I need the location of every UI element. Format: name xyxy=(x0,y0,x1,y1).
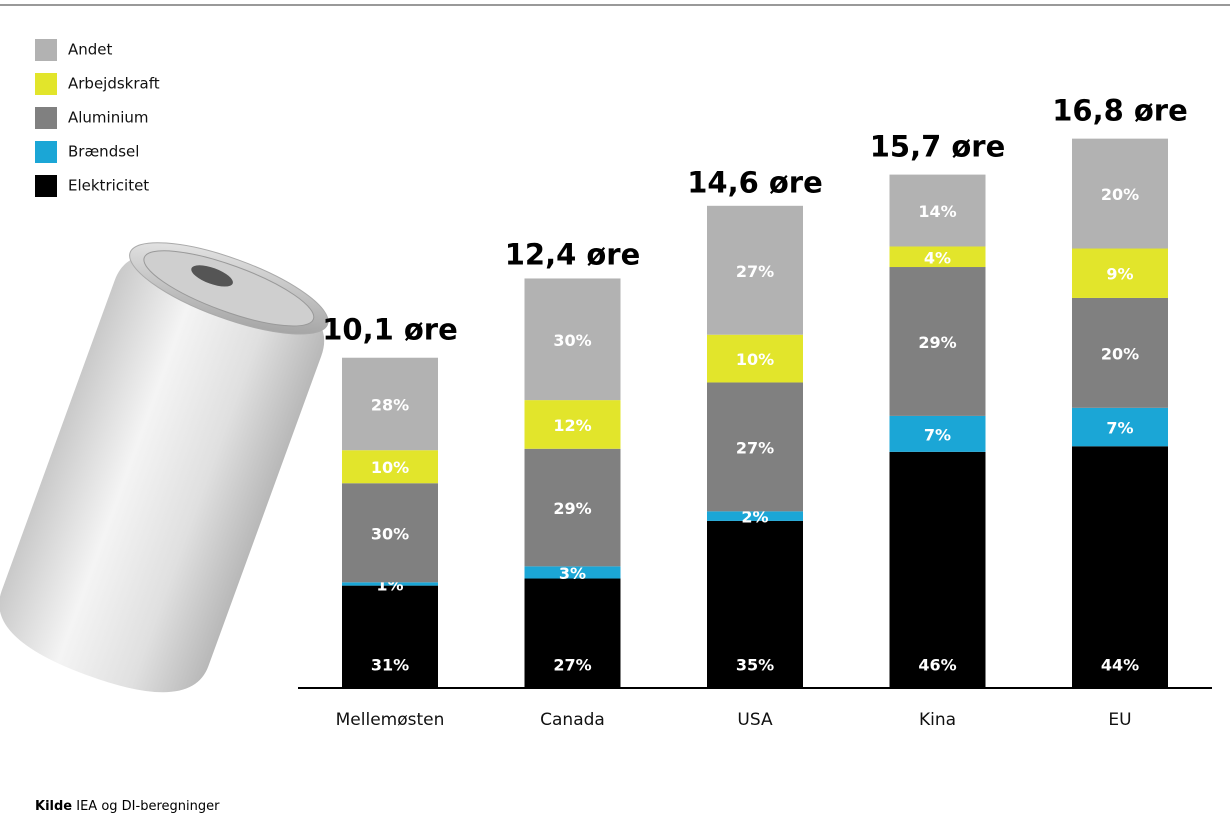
segment-label: 27% xyxy=(736,438,774,457)
segment-label: 44% xyxy=(1101,656,1139,675)
legend-swatch xyxy=(35,175,57,197)
bar-segment xyxy=(1072,297,1168,408)
segment-label: 35% xyxy=(736,656,774,675)
x-tick-label: Kina xyxy=(919,710,956,730)
total-label: 10,1 øre xyxy=(322,313,458,347)
segment-label: 2% xyxy=(741,508,768,527)
total-label: 14,6 øre xyxy=(687,166,823,200)
legend-swatch xyxy=(35,73,57,95)
segment-label: 46% xyxy=(918,656,956,675)
bar-segment xyxy=(707,520,803,688)
segment-label: 30% xyxy=(553,331,591,350)
bar-segment xyxy=(342,357,438,451)
total-label: 15,7 øre xyxy=(870,130,1006,164)
legend-label: Elektricitet xyxy=(68,177,149,195)
source-label: Kilde xyxy=(35,799,72,814)
legend-label: Andet xyxy=(68,41,113,59)
legend-swatch xyxy=(35,141,57,163)
segment-label: 9% xyxy=(1106,265,1133,284)
segment-label: 7% xyxy=(924,425,951,444)
bar-segment xyxy=(342,582,438,586)
bar-segment xyxy=(342,585,438,688)
segment-label: 20% xyxy=(1101,185,1139,204)
segment-label: 20% xyxy=(1101,344,1139,363)
total-label: 12,4 øre xyxy=(505,238,641,272)
bar-segment xyxy=(524,578,621,688)
x-tick-label: Mellemøsten xyxy=(336,710,445,730)
segment-label: 10% xyxy=(736,350,774,369)
segment-label: 10% xyxy=(371,458,409,477)
bar-segment xyxy=(707,334,803,383)
bar-segment xyxy=(1072,407,1168,447)
legend-swatch xyxy=(35,39,57,61)
segment-label: 27% xyxy=(553,656,591,675)
legend-label: Brændsel xyxy=(68,143,139,161)
bar-segment xyxy=(524,400,621,449)
legend-label: Arbejdskraft xyxy=(68,75,160,93)
bar-segment xyxy=(524,278,621,401)
source: Kilde IEA og DI-beregninger xyxy=(35,799,220,814)
segment-label: 7% xyxy=(1106,419,1133,438)
bar-segment xyxy=(889,246,986,268)
segment-label: 28% xyxy=(371,395,409,414)
legend-swatch xyxy=(35,107,57,129)
bar-segment xyxy=(707,511,803,521)
bar-segment xyxy=(524,566,621,579)
bar-segment xyxy=(889,174,986,247)
x-tick-label: USA xyxy=(737,710,773,730)
segment-label: 30% xyxy=(371,524,409,543)
bar-segment xyxy=(889,415,986,452)
bar-segment xyxy=(1072,248,1168,298)
bar-segment xyxy=(342,483,438,583)
bar-segment xyxy=(889,451,986,688)
can-illustration xyxy=(0,242,329,693)
bar-segment xyxy=(1072,446,1168,688)
segment-label: 4% xyxy=(924,248,951,267)
bar-segment xyxy=(707,205,803,335)
bar-segment xyxy=(342,450,438,484)
bar-segment xyxy=(524,448,621,567)
segment-label: 12% xyxy=(553,416,591,435)
bar-segment xyxy=(1072,138,1168,249)
total-label: 16,8 øre xyxy=(1052,94,1188,128)
segment-label: 31% xyxy=(371,656,409,675)
segment-label: 3% xyxy=(559,564,586,583)
x-tick-label: EU xyxy=(1108,710,1131,730)
source-text: IEA og DI-beregninger xyxy=(76,799,220,814)
segment-label: 29% xyxy=(553,499,591,518)
segment-label: 27% xyxy=(736,262,774,281)
segment-label: 14% xyxy=(918,202,956,221)
x-tick-label: Canada xyxy=(540,710,605,730)
segment-label: 29% xyxy=(918,333,956,352)
legend-label: Aluminium xyxy=(68,109,149,127)
bar-segment xyxy=(889,267,986,416)
bar-segment xyxy=(707,382,803,512)
